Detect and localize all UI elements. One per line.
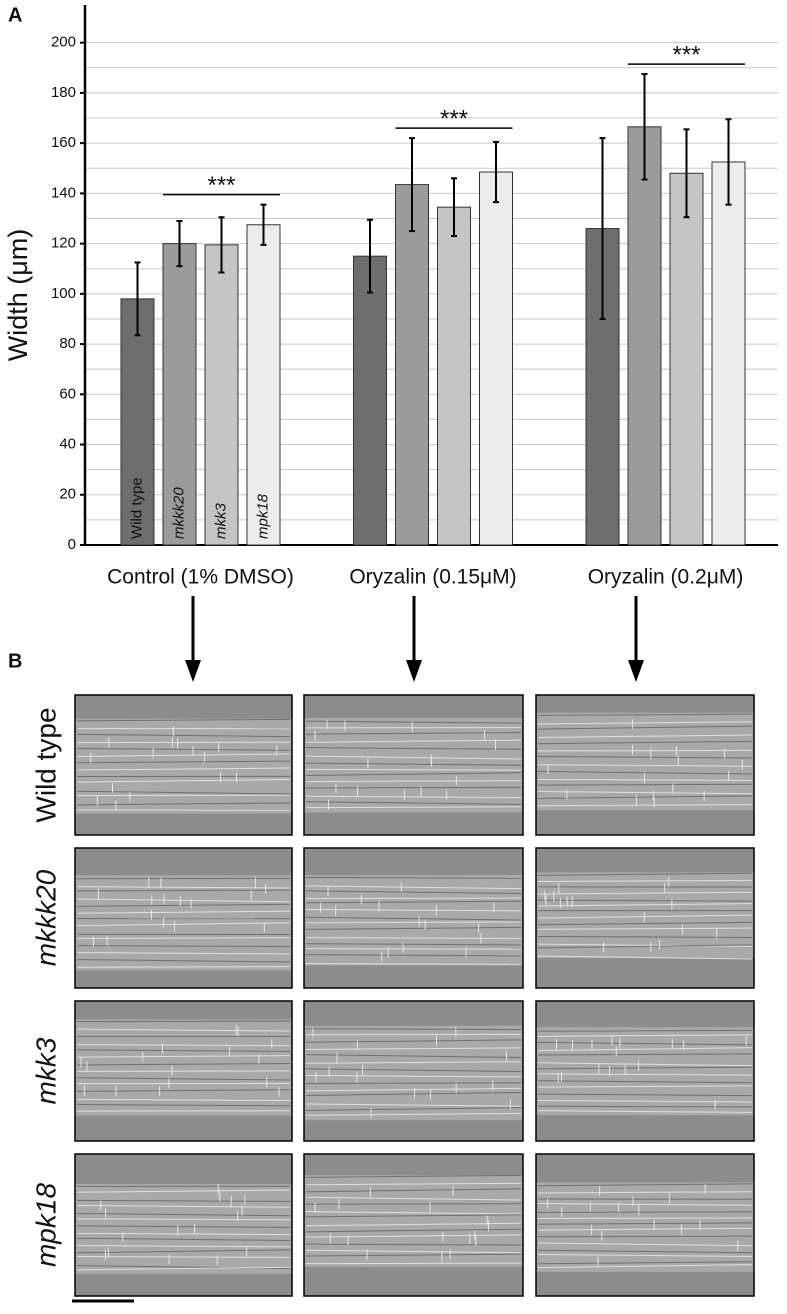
y-tick-label: 0 bbox=[68, 536, 76, 553]
legend-label: mkkk20 bbox=[170, 487, 187, 539]
significance-label: *** bbox=[672, 41, 700, 68]
cell-wall bbox=[306, 787, 521, 788]
panel-label: A bbox=[8, 4, 22, 26]
micrograph bbox=[304, 1154, 523, 1296]
cell-wall bbox=[306, 949, 521, 950]
y-tick-label: 80 bbox=[59, 335, 76, 352]
cell-wall bbox=[306, 898, 521, 899]
bar bbox=[480, 172, 513, 545]
cell-wall bbox=[306, 1263, 521, 1264]
row-label: mpk18 bbox=[30, 1183, 61, 1267]
bar bbox=[438, 207, 471, 545]
root-band bbox=[75, 719, 292, 814]
cell-wall bbox=[306, 1083, 521, 1084]
y-tick-label: 60 bbox=[59, 385, 76, 402]
y-axis-label: Width (μm) bbox=[3, 229, 33, 362]
y-tick-label: 140 bbox=[51, 184, 76, 201]
cell-wall bbox=[77, 1021, 290, 1022]
micrograph bbox=[536, 1154, 754, 1296]
y-tick-label: 200 bbox=[51, 34, 76, 51]
cell-wall bbox=[77, 967, 290, 968]
y-tick-label: 120 bbox=[51, 235, 76, 252]
legend-label: Wild type bbox=[128, 477, 145, 539]
micrograph bbox=[304, 848, 523, 988]
y-tick-label: 100 bbox=[51, 285, 76, 302]
significance-label: *** bbox=[440, 105, 468, 132]
significance-label: *** bbox=[207, 172, 235, 199]
x-tick-label: Oryzalin (0.2μM) bbox=[588, 566, 744, 589]
row-label: Wild type bbox=[30, 707, 61, 822]
micrograph bbox=[536, 1001, 754, 1141]
arrows bbox=[185, 596, 644, 682]
root-band bbox=[536, 1182, 754, 1272]
cell-wall bbox=[306, 964, 521, 965]
legend-label: mpk18 bbox=[254, 493, 271, 539]
bar bbox=[396, 185, 429, 545]
micrograph bbox=[75, 1001, 292, 1141]
y-tick-label: 160 bbox=[51, 134, 76, 151]
cell-wall bbox=[77, 938, 290, 939]
row-label: mkk3 bbox=[30, 1037, 61, 1104]
micrograph bbox=[75, 1154, 292, 1296]
bar bbox=[354, 256, 387, 545]
bar bbox=[712, 162, 745, 545]
x-tick-label: Oryzalin (0.15μM) bbox=[349, 566, 516, 589]
micrograph bbox=[536, 695, 754, 835]
cell-wall bbox=[538, 750, 752, 751]
y-tick-label: 20 bbox=[59, 486, 76, 503]
root-band bbox=[75, 1184, 292, 1274]
cell-wall bbox=[538, 1236, 752, 1237]
cell-wall bbox=[538, 1106, 752, 1107]
cell-wall bbox=[538, 1212, 752, 1213]
panel-label: B bbox=[8, 650, 22, 672]
micrograph bbox=[536, 848, 754, 988]
bar bbox=[205, 245, 238, 545]
bar bbox=[628, 127, 661, 545]
micrograph bbox=[75, 695, 292, 835]
micrograph bbox=[75, 848, 292, 988]
x-tick-label: Control (1% DMSO) bbox=[107, 566, 294, 589]
micrograph bbox=[304, 695, 523, 835]
bar bbox=[670, 173, 703, 545]
cell-wall bbox=[306, 1204, 521, 1205]
row-label: mkkk20 bbox=[30, 869, 61, 966]
y-tick-label: 40 bbox=[59, 436, 76, 453]
root-band bbox=[75, 1019, 292, 1115]
micrograph bbox=[304, 1001, 523, 1141]
y-tick-label: 180 bbox=[51, 84, 76, 101]
legend-label: mkk3 bbox=[212, 503, 229, 539]
